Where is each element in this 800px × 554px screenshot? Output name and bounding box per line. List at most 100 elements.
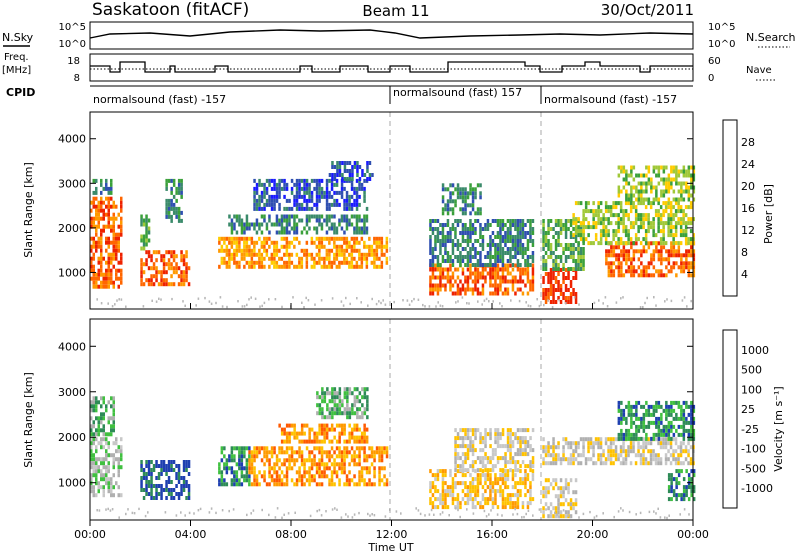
power-cell <box>569 231 573 235</box>
power-cell <box>180 186 183 191</box>
velocity-cell <box>632 420 636 425</box>
power-cell <box>486 251 490 255</box>
power-cell <box>630 197 633 202</box>
velocity-cell <box>441 489 445 494</box>
velocity-cell <box>687 461 690 466</box>
velocity-cell <box>240 470 244 475</box>
velocity-cell <box>499 493 502 498</box>
velocity-cell <box>554 482 558 487</box>
velocity-cell <box>664 445 668 450</box>
velocity-cell <box>692 445 695 450</box>
velocity-cell <box>330 423 334 428</box>
power-cell <box>451 243 455 247</box>
power-cell <box>263 218 266 223</box>
velocity-cell <box>667 424 671 429</box>
power-cell <box>220 260 224 265</box>
power-cell <box>554 276 558 280</box>
velocity-cell <box>645 432 648 437</box>
power-cell <box>667 205 670 210</box>
velocity-cell <box>572 453 575 458</box>
power-cell <box>345 214 349 219</box>
velocity-cell <box>102 477 105 482</box>
power-cell <box>230 218 234 223</box>
power-cell <box>667 225 670 230</box>
velocity-ground-cell <box>527 509 530 512</box>
power-cell <box>223 236 226 241</box>
power-cell <box>511 275 515 280</box>
power-cell <box>481 239 485 243</box>
power-cell <box>318 190 321 195</box>
power-cell <box>464 231 467 235</box>
power-cell <box>345 202 349 207</box>
velocity-cell <box>584 457 588 462</box>
power-cell <box>667 257 671 262</box>
power-cell <box>90 220 93 225</box>
power-cell <box>320 264 324 269</box>
velocity-cell <box>95 477 98 482</box>
power-cell <box>594 225 598 230</box>
velocity-ground-cell <box>109 509 112 512</box>
power-cell <box>273 264 276 269</box>
velocity-cell <box>459 436 462 441</box>
velocity-cell <box>501 468 505 473</box>
power-cell <box>102 272 105 277</box>
velocity-cell <box>567 502 570 507</box>
velocity-cell <box>248 470 251 475</box>
power-cell <box>479 211 482 216</box>
velocity-cell <box>295 470 299 475</box>
velocity-cell <box>481 505 485 510</box>
velocity-cell <box>313 435 316 440</box>
velocity-cell <box>446 493 450 498</box>
power-cell <box>275 230 279 235</box>
power-cell <box>147 254 151 259</box>
power-cell <box>268 264 271 269</box>
power-cell <box>308 218 311 223</box>
power-cell <box>313 256 316 261</box>
velocity-cell <box>308 458 311 463</box>
power-cell <box>100 228 103 233</box>
power-cell <box>524 283 527 288</box>
velocity-cell <box>250 454 254 459</box>
power-cell <box>303 182 306 187</box>
power-cell <box>102 216 105 221</box>
power-cell <box>469 255 472 259</box>
power-cell <box>288 218 291 223</box>
power-cell <box>223 240 226 245</box>
velocity-cell <box>353 454 356 459</box>
power-cell <box>662 201 665 206</box>
velocity-ground-cell <box>197 509 200 512</box>
power-ground-cell <box>241 305 244 308</box>
power-cell <box>635 173 638 178</box>
power-cell <box>436 231 440 235</box>
velocity-cell <box>627 453 630 458</box>
power-cell <box>496 219 500 223</box>
velocity-cell <box>343 395 347 400</box>
velocity-cell <box>690 477 693 482</box>
velocity-cell <box>315 431 319 436</box>
power-cell <box>323 194 326 199</box>
power-cell <box>604 201 608 206</box>
velocity-cell <box>300 427 304 432</box>
power-cell <box>662 225 665 230</box>
velocity-cell <box>516 505 520 510</box>
velocity-ground-cell <box>309 514 312 518</box>
velocity-cell <box>338 450 341 455</box>
velocity-cell <box>245 462 249 467</box>
power-cell <box>622 221 625 226</box>
power-cell <box>531 251 535 255</box>
velocity-cell <box>288 423 291 428</box>
power-cell <box>459 243 462 247</box>
velocity-cell <box>464 473 467 478</box>
power-cell <box>107 190 110 195</box>
power-cell <box>434 287 437 292</box>
velocity-cell <box>620 436 623 441</box>
velocity-cell <box>330 470 334 475</box>
velocity-cell <box>331 407 334 412</box>
power-cell <box>110 276 113 281</box>
power-ground-cell <box>155 300 158 303</box>
power-cell <box>228 264 231 269</box>
velocity-cell <box>471 489 475 494</box>
velocity-cell <box>622 408 626 413</box>
power-cell <box>552 300 555 304</box>
velocity-cell <box>642 420 646 425</box>
